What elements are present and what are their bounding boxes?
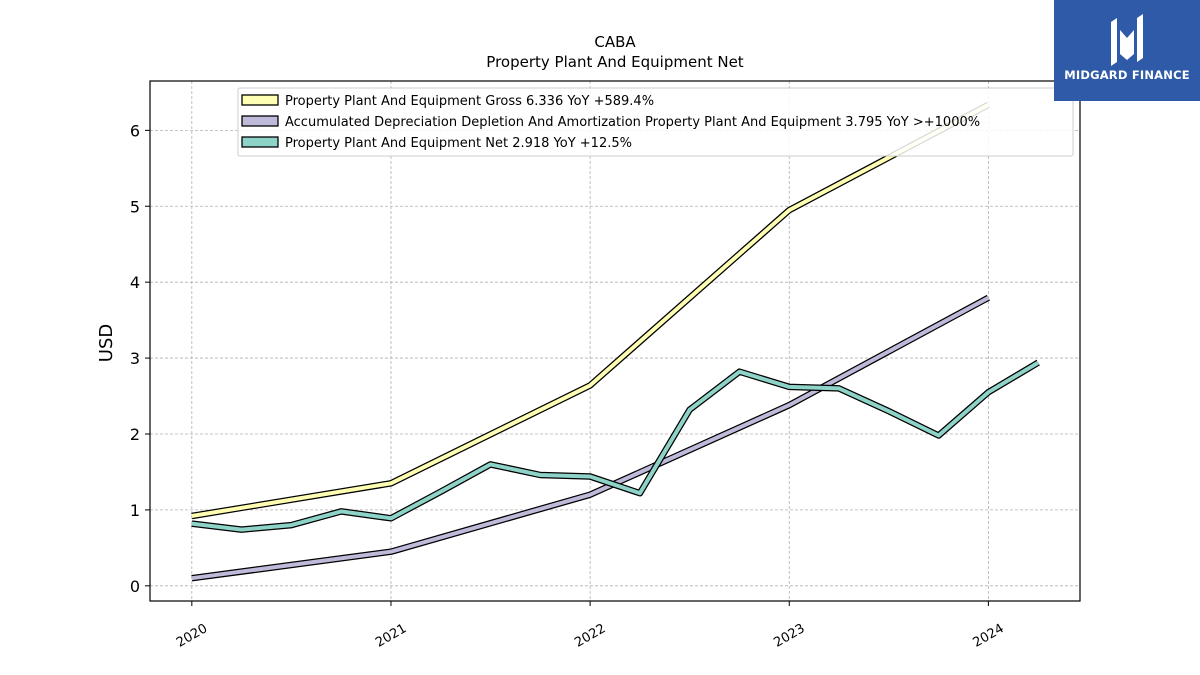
legend: Property Plant And Equipment Gross 6.336… — [237, 87, 1074, 157]
plot-frame — [149, 80, 1081, 602]
chart-subtitle: Property Plant And Equipment Net — [486, 53, 743, 71]
logo-mark-icon — [1111, 14, 1143, 66]
x-tick-label: 2022 — [572, 621, 608, 651]
series-outline-2 — [191, 359, 1040, 533]
y-tick-label: 3 — [130, 349, 140, 368]
legend-swatch — [241, 115, 279, 127]
legend-entry-label: Property Plant And Equipment Net 2.918 Y… — [285, 136, 632, 151]
series-line-2 — [191, 360, 1040, 532]
brand-logo: MIDGARD FINANCE — [1054, 0, 1200, 101]
chart-title: CABA — [594, 33, 636, 51]
series-lines — [191, 101, 1040, 582]
legend-entry-label: Property Plant And Equipment Gross 6.336… — [285, 94, 654, 109]
legend-box — [237, 87, 1074, 157]
x-tick-label: 2021 — [373, 621, 409, 651]
legend-entry-label: Accumulated Depreciation Depletion And A… — [285, 115, 980, 130]
x-tick-label: 2020 — [174, 621, 210, 651]
legend-swatch — [241, 136, 279, 148]
series-line-1 — [191, 295, 990, 581]
legend-swatch — [241, 94, 279, 106]
y-tick-label: 5 — [130, 197, 140, 216]
logo-text: MIDGARD FINANCE — [1064, 68, 1190, 82]
y-tick-label: 6 — [130, 121, 140, 140]
y-tick-label: 2 — [130, 425, 140, 444]
y-tick-label: 4 — [130, 273, 140, 292]
y-axis-label: USD — [96, 324, 117, 362]
series-line-0 — [191, 103, 990, 518]
x-tick-label: 2023 — [771, 621, 807, 651]
x-tick-label: 2024 — [971, 621, 1007, 651]
y-tick-label: 0 — [130, 577, 140, 596]
y-tick-label: 1 — [130, 501, 140, 520]
